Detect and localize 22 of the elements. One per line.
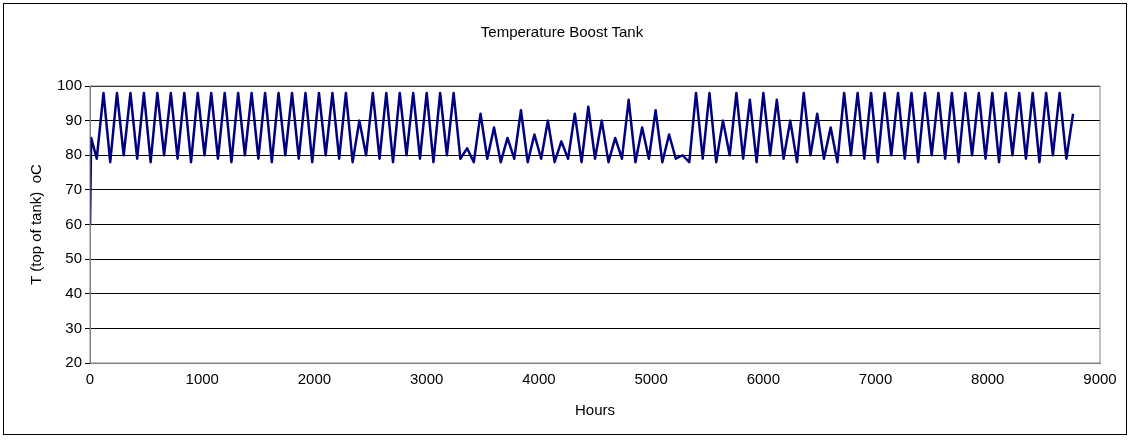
y-axis-title: T (top of tank) oC (27, 164, 45, 285)
x-tick-label: 9000 (1083, 370, 1117, 388)
y-tick-label: 70 (65, 180, 83, 198)
chart-title: Temperature Boost Tank (480, 23, 644, 41)
y-tick-label: 50 (65, 249, 83, 267)
x-tick-label: 0 (85, 370, 95, 388)
y-tick-label: 20 (65, 353, 83, 371)
x-tick-label: 1000 (185, 370, 219, 388)
x-tick-label: 7000 (858, 370, 893, 388)
y-tick-label: 40 (65, 283, 83, 301)
x-tick-label: 8000 (971, 370, 1005, 388)
y-tick-label: 30 (65, 318, 83, 336)
y-tick-label: 80 (65, 145, 83, 163)
x-tick-label: 6000 (746, 370, 781, 388)
y-tick-label: 90 (65, 110, 83, 128)
x-tick-label: 4000 (522, 370, 556, 388)
x-axis-title: Hours (575, 401, 616, 419)
x-tick-label: 3000 (410, 370, 444, 388)
x-tick-label: 2000 (297, 370, 332, 388)
y-tick-label: 100 (57, 76, 83, 94)
x-tick-label: 5000 (634, 370, 668, 388)
y-tick-label: 60 (65, 214, 83, 232)
